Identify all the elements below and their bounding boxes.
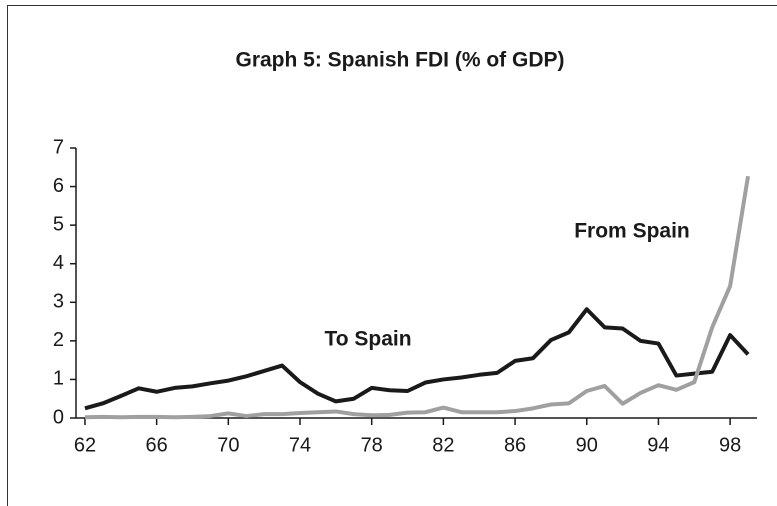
series-label: To Spain (324, 328, 411, 351)
x-tick-label: 86 (504, 434, 526, 456)
x-tick-label: 82 (432, 434, 454, 456)
x-tick-label: 62 (74, 434, 96, 456)
frame (7, 5, 777, 506)
y-tick-label: 0 (53, 406, 64, 428)
chart-title: Graph 5: Spanish FDI (% of GDP) (235, 49, 564, 72)
y-tick-label: 3 (53, 291, 64, 313)
y-tick-label: 1 (53, 368, 64, 390)
x-tick-label: 94 (647, 434, 669, 456)
x-tick-label: 98 (719, 434, 741, 456)
series-line (84, 175, 751, 420)
x-tick-label: 70 (217, 434, 239, 456)
series-label: From Spain (574, 220, 690, 243)
y-tick-label: 2 (53, 329, 64, 351)
x-tick-label: 78 (361, 434, 383, 456)
y-tick-label: 6 (53, 175, 64, 197)
y-tick-label: 5 (53, 213, 64, 235)
x-tick-label: 66 (146, 434, 168, 456)
x-tick-label: 90 (576, 434, 598, 456)
y-tick-label: 7 (53, 136, 64, 158)
series-line (84, 307, 750, 411)
x-tick-label: 74 (289, 434, 311, 456)
y-tick-label: 4 (53, 252, 64, 274)
